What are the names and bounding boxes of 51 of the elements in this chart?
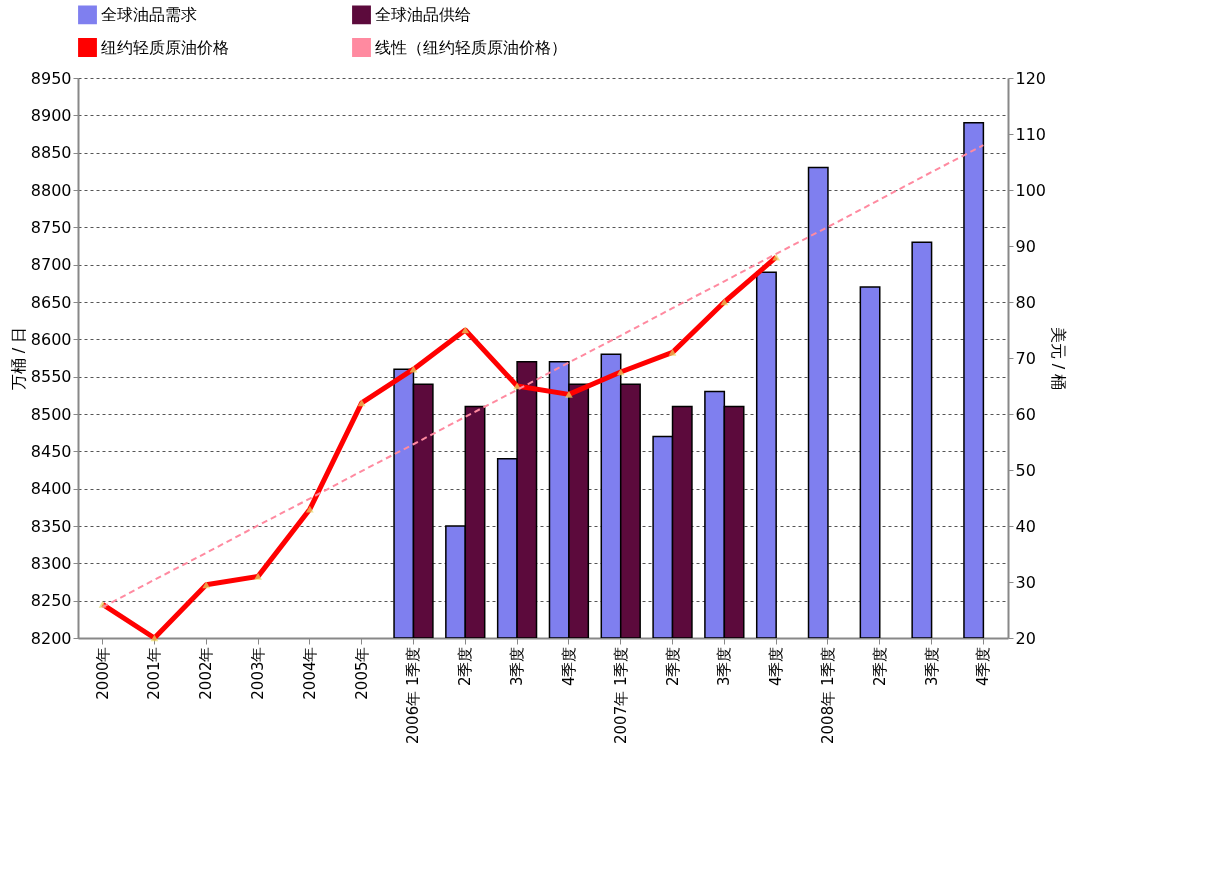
x-tick-label: 4季度 [559, 646, 578, 687]
x-tick-label: 4季度 [767, 646, 786, 687]
x-tick-label: 3季度 [715, 646, 734, 687]
y2-tick-label: 80 [1015, 292, 1036, 312]
y-tick-label: 8350 [30, 516, 72, 536]
x-tick-label: 2001年 [145, 646, 164, 700]
x-tick-label: 3季度 [922, 646, 941, 687]
x-tick-label: 2季度 [870, 646, 889, 687]
x-tick-label: 2002年 [197, 646, 216, 700]
y-tick-label: 8450 [30, 441, 72, 461]
y-tick-label: 8500 [30, 404, 72, 424]
y2-tick-label: 30 [1015, 572, 1036, 592]
y2-tick-label: 20 [1015, 628, 1036, 648]
y-tick-label: 8250 [30, 591, 72, 611]
legend-label: 纽约轻质原油价格 [101, 37, 229, 57]
x-tick-label: 3季度 [508, 646, 527, 687]
y-tick-label: 8650 [30, 292, 72, 312]
x-tick-label: 2007年 1季度 [611, 646, 630, 744]
y-tick-label: 8550 [30, 367, 72, 387]
x-tick-label: 2006年 1季度 [404, 646, 423, 744]
x-tick-label: 2003年 [249, 646, 268, 700]
x-tick-label: 2000年 [93, 646, 112, 700]
legend-label: 线性（纽约轻质原油价格） [375, 37, 567, 57]
legend-label: 全球油品供给 [375, 4, 471, 24]
y2-tick-label: 60 [1015, 404, 1036, 424]
y-tick-label: 8950 [30, 68, 72, 88]
y-axis-title: 万桶 / 日 [8, 326, 28, 391]
legend-label: 全球油品需求 [101, 4, 197, 24]
x-tick-label: 4季度 [974, 646, 993, 687]
y2-tick-label: 40 [1015, 516, 1036, 536]
y-tick-label: 8900 [30, 105, 72, 125]
y2-tick-label: 120 [1015, 68, 1047, 88]
x-tick-label: 2季度 [663, 646, 682, 687]
x-tick-label: 2008年 1季度 [818, 646, 837, 744]
y-tick-label: 8800 [30, 180, 72, 200]
x-tick-label: 2季度 [456, 646, 475, 687]
y-tick-label: 8200 [30, 628, 72, 648]
x-tick-label: 2005年 [352, 646, 371, 700]
y2-tick-label: 50 [1015, 460, 1036, 480]
y2-tick-label: 90 [1015, 236, 1036, 256]
y2-tick-label: 100 [1015, 180, 1047, 200]
y-tick-label: 8750 [30, 217, 72, 237]
x-tick-label: 2004年 [300, 646, 319, 700]
y-tick-label: 8700 [30, 255, 72, 275]
y2-axis-title: 美元 / 桶 [1049, 326, 1069, 391]
y-tick-label: 8600 [30, 329, 72, 349]
y2-tick-label: 70 [1015, 348, 1036, 368]
y-tick-label: 8400 [30, 479, 72, 499]
y-tick-label: 8850 [30, 143, 72, 163]
y-tick-label: 8300 [30, 553, 72, 573]
y2-tick-label: 110 [1015, 124, 1047, 144]
